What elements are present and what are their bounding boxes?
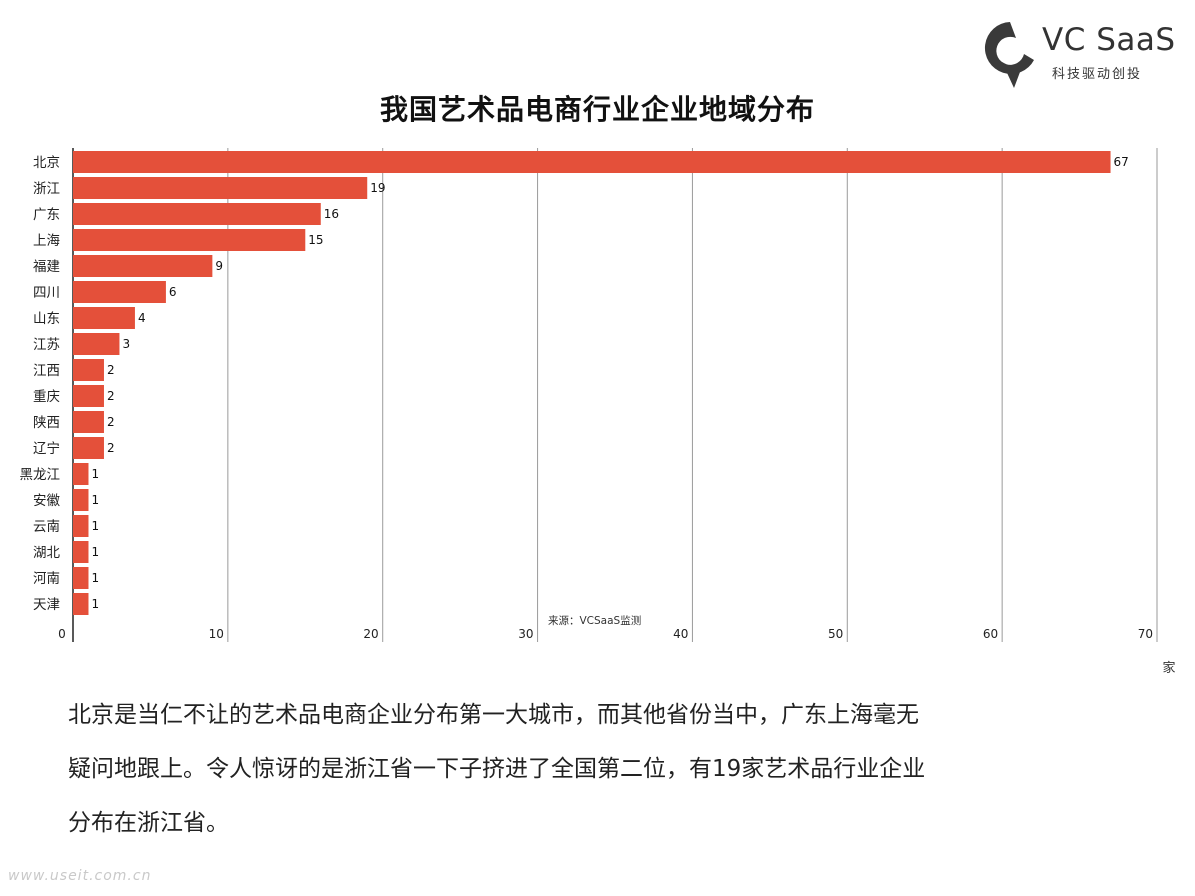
category-label: 江苏	[33, 337, 60, 353]
bar	[73, 359, 104, 381]
x-tick-label: 50	[828, 627, 843, 641]
data-label: 2	[107, 415, 115, 429]
data-label: 16	[324, 207, 339, 221]
watermark: www.useit.com.cn	[8, 868, 152, 884]
category-label: 上海	[33, 233, 60, 249]
x-tick-label: 20	[363, 627, 378, 641]
category-label: 江西	[33, 363, 60, 379]
category-label: 天津	[33, 597, 60, 613]
bar	[73, 567, 89, 589]
bar	[73, 463, 89, 485]
bar	[73, 411, 104, 433]
brand-logo: VC SaaS 科技驱动创投	[980, 18, 1175, 90]
bar	[73, 255, 213, 277]
paragraph-line: 北京是当仁不让的艺术品电商企业分布第一大城市，而其他省份当中，广东上海毫无	[68, 702, 919, 728]
x-axis-unit-label: 家	[1162, 660, 1175, 676]
summary-paragraph: 北京是当仁不让的艺术品电商企业分布第一大城市，而其他省份当中，广东上海毫无 疑问…	[68, 688, 1128, 850]
data-label: 1	[91, 493, 99, 507]
bar	[73, 177, 368, 199]
bar	[73, 515, 89, 537]
bar	[73, 385, 104, 407]
source-note: 来源：VCSaaS监测	[548, 614, 641, 627]
vc-saas-logo-icon	[984, 22, 1034, 88]
data-label: 1	[91, 519, 99, 533]
data-label: 3	[122, 337, 130, 351]
category-label: 广东	[33, 207, 60, 223]
data-label: 19	[370, 181, 385, 195]
bar	[73, 281, 166, 303]
x-tick-label: 70	[1138, 627, 1153, 641]
category-label: 安徽	[33, 493, 60, 509]
category-label: 重庆	[33, 389, 60, 405]
category-label: 云南	[33, 519, 60, 535]
brand-name: VC SaaS	[1042, 22, 1176, 58]
data-label: 2	[107, 389, 115, 403]
chart-title: 我国艺术品电商行业企业地域分布	[379, 93, 815, 126]
category-label: 河南	[33, 571, 60, 587]
data-label: 1	[91, 467, 99, 481]
paragraph-line: 分布在浙江省。	[68, 810, 229, 836]
bar	[73, 593, 89, 615]
category-label: 黑龙江	[20, 467, 61, 483]
bar	[73, 489, 89, 511]
category-label: 山东	[33, 311, 60, 327]
category-label: 浙江	[33, 181, 60, 197]
bar	[73, 307, 135, 329]
data-label: 1	[91, 545, 99, 559]
data-label: 67	[1114, 155, 1129, 169]
x-tick-label: 10	[209, 627, 224, 641]
bar	[73, 437, 104, 459]
x-tick-label: 0	[58, 627, 66, 641]
bar	[73, 151, 1111, 173]
paragraph-line: 疑问地跟上。令人惊讶的是浙江省一下子挤进了全国第二位，有19家艺术品行业企业	[68, 756, 926, 782]
category-label: 陕西	[33, 415, 60, 431]
data-label: 2	[107, 441, 115, 455]
data-label: 15	[308, 233, 323, 247]
x-tick-label: 40	[673, 627, 688, 641]
category-label: 福建	[33, 259, 60, 275]
category-label: 湖北	[33, 545, 60, 561]
data-label: 1	[91, 597, 99, 611]
category-label: 辽宁	[33, 440, 60, 457]
x-tick-label: 60	[983, 627, 998, 641]
bar-chart: 0 10 20 30 40 50 60 70 北京 67 浙江 19 广东 16 上海 15 福建 9 四川 6 山东 4…	[20, 148, 1176, 676]
bar	[73, 229, 306, 251]
x-tick-label: 30	[518, 627, 533, 641]
data-label: 9	[215, 259, 223, 273]
bar	[73, 541, 89, 563]
brand-tagline: 科技驱动创投	[1052, 67, 1143, 82]
bar	[73, 203, 321, 225]
bar	[73, 333, 120, 355]
category-label: 四川	[33, 285, 60, 301]
data-label: 6	[169, 285, 177, 299]
data-label: 2	[107, 363, 115, 377]
category-label: 北京	[33, 155, 60, 171]
data-label: 1	[91, 571, 99, 585]
data-label: 4	[138, 311, 146, 325]
